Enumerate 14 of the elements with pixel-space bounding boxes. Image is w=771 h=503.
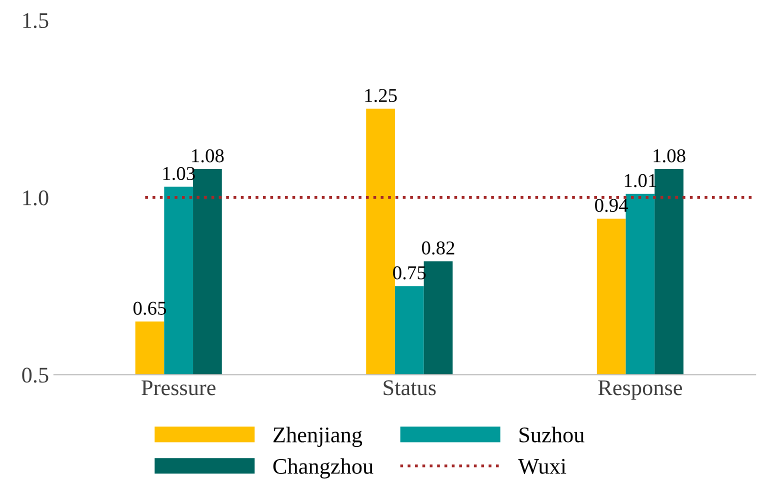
data-label: 1.08 xyxy=(654,149,686,162)
y-tick-label: 1.5 xyxy=(23,13,48,28)
data-label: 1.25 xyxy=(365,88,397,102)
legend-label: Suzhou xyxy=(520,426,584,442)
x-tick-label: Pressure xyxy=(142,380,216,396)
x-tick-label: Response xyxy=(598,380,682,400)
legend-label: Wuxi xyxy=(518,458,566,474)
data-label: 1.08 xyxy=(192,149,224,162)
data-label: 0.82 xyxy=(422,241,454,255)
y-tick-label: 1.0 xyxy=(23,190,48,206)
legend-label: Zhenjiang xyxy=(273,426,362,447)
legend-label: Changzhou xyxy=(273,458,374,478)
x-tick-label: Status xyxy=(384,380,436,396)
y-tick-label: 0.5 xyxy=(22,368,48,383)
